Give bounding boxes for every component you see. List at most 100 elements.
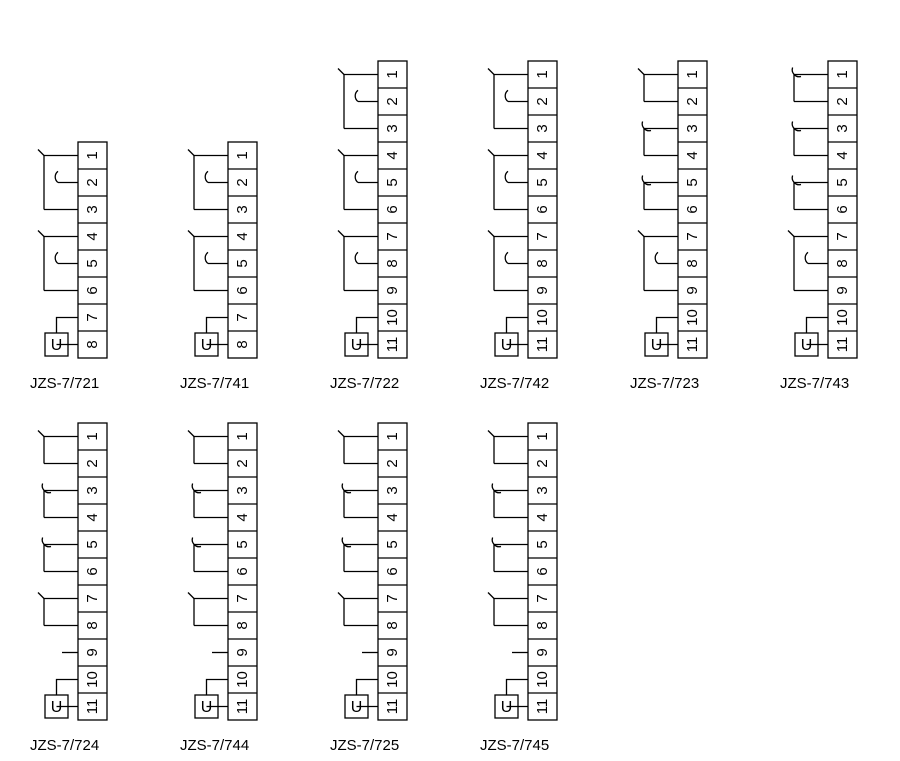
terminal-number: 9 <box>684 286 701 294</box>
terminal-number: 7 <box>84 313 101 321</box>
terminal-number: 9 <box>384 286 401 294</box>
terminal-number: 3 <box>234 205 251 213</box>
unit-label: JZS-7/724 <box>30 737 99 754</box>
terminal-number: 3 <box>234 486 251 494</box>
terminal-number: 8 <box>384 621 401 629</box>
terminal-number: 11 <box>384 699 401 715</box>
terminal-number: 3 <box>84 205 101 213</box>
terminal-number: 3 <box>384 486 401 494</box>
terminal-number: 1 <box>834 70 851 78</box>
terminal-number: 3 <box>84 486 101 494</box>
unit-label: JZS-7/743 <box>780 375 849 392</box>
terminal-number: 4 <box>684 151 701 159</box>
terminal-number: 10 <box>684 309 701 326</box>
terminal-number: 2 <box>684 97 701 105</box>
unit-label: JZS-7/745 <box>480 737 549 754</box>
terminal-number: 6 <box>684 205 701 213</box>
terminal-number: 4 <box>84 513 101 521</box>
terminal-number: 6 <box>84 286 101 294</box>
terminal-number: 10 <box>534 309 551 326</box>
u-label: U <box>201 699 213 716</box>
terminal-number: 2 <box>234 178 251 186</box>
terminal-number: 5 <box>84 540 101 548</box>
terminal-number: 5 <box>834 178 851 186</box>
u-label: U <box>651 337 663 354</box>
unit-label: JZS-7/722 <box>330 375 399 392</box>
terminal-number: 6 <box>534 567 551 575</box>
terminal-number: 5 <box>384 540 401 548</box>
terminal-number: 6 <box>834 205 851 213</box>
terminal-number: 1 <box>234 151 251 159</box>
terminal-number: 7 <box>384 232 401 240</box>
diagram-root: JZS-7/721 1 2 3 4 5 6 7 8 U JZS-7/741 1 2 3 4 5 6 7 8 U JZS-… <box>0 0 900 761</box>
terminal-number: 2 <box>534 459 551 467</box>
terminal-number: 1 <box>684 70 701 78</box>
terminal-number: 3 <box>684 124 701 132</box>
terminal-number: 6 <box>234 567 251 575</box>
terminal-number: 2 <box>84 459 101 467</box>
u-label: U <box>51 699 63 716</box>
terminal-number: 5 <box>84 259 101 267</box>
terminal-number: 4 <box>234 232 251 240</box>
terminal-number: 4 <box>534 151 551 159</box>
terminal-number: 9 <box>534 648 551 656</box>
u-label: U <box>501 337 513 354</box>
terminal-number: 7 <box>234 313 251 321</box>
u-label: U <box>201 337 213 354</box>
terminal-number: 7 <box>534 594 551 602</box>
terminal-number: 7 <box>684 232 701 240</box>
terminal-number: 5 <box>534 540 551 548</box>
unit-label: JZS-7/721 <box>30 375 99 392</box>
terminal-number: 10 <box>534 671 551 688</box>
terminal-number: 8 <box>234 621 251 629</box>
terminal-number: 2 <box>534 97 551 105</box>
terminal-number: 5 <box>234 540 251 548</box>
terminal-number: 2 <box>384 459 401 467</box>
terminal-number: 1 <box>534 432 551 440</box>
terminal-number: 4 <box>234 513 251 521</box>
terminal-number: 2 <box>834 97 851 105</box>
terminal-number: 1 <box>384 432 401 440</box>
terminal-number: 8 <box>534 259 551 267</box>
u-label: U <box>501 699 513 716</box>
terminal-number: 5 <box>684 178 701 186</box>
terminal-number: 2 <box>234 459 251 467</box>
terminal-number: 7 <box>834 232 851 240</box>
u-label: U <box>801 337 813 354</box>
terminal-number: 8 <box>534 621 551 629</box>
u-label: U <box>351 699 363 716</box>
terminal-number: 2 <box>384 97 401 105</box>
terminal-number: 7 <box>84 594 101 602</box>
terminal-number: 11 <box>834 337 851 353</box>
terminal-number: 1 <box>84 151 101 159</box>
terminal-number: 4 <box>534 513 551 521</box>
terminal-number: 9 <box>834 286 851 294</box>
terminal-number: 6 <box>234 286 251 294</box>
terminal-number: 6 <box>534 205 551 213</box>
terminal-number: 7 <box>384 594 401 602</box>
terminal-number: 6 <box>384 205 401 213</box>
unit-label: JZS-7/742 <box>480 375 549 392</box>
terminal-number: 11 <box>684 337 701 353</box>
terminal-number: 3 <box>534 124 551 132</box>
terminal-number: 10 <box>834 309 851 326</box>
terminal-number: 11 <box>534 337 551 353</box>
terminal-number: 8 <box>234 340 251 348</box>
terminal-number: 6 <box>384 567 401 575</box>
terminal-number: 1 <box>234 432 251 440</box>
terminal-number: 10 <box>84 671 101 688</box>
terminal-number: 7 <box>234 594 251 602</box>
unit-label: JZS-7/741 <box>180 375 249 392</box>
terminal-number: 3 <box>384 124 401 132</box>
terminal-number: 8 <box>834 259 851 267</box>
terminal-number: 10 <box>384 309 401 326</box>
terminal-number: 8 <box>84 621 101 629</box>
terminal-number: 6 <box>84 567 101 575</box>
unit-label: JZS-7/723 <box>630 375 699 392</box>
terminal-number: 11 <box>384 337 401 353</box>
terminal-number: 8 <box>684 259 701 267</box>
terminal-number: 11 <box>534 699 551 715</box>
terminal-number: 4 <box>384 151 401 159</box>
terminal-number: 5 <box>234 259 251 267</box>
terminal-number: 10 <box>384 671 401 688</box>
